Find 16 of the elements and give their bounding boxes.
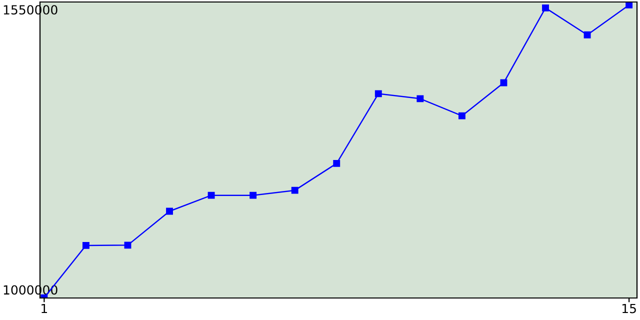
- point: [500, 79, 508, 86]
- point: [416, 95, 424, 102]
- x-tick-label: 1: [42, 304, 47, 314]
- point: [124, 242, 132, 249]
- point: [291, 186, 298, 194]
- point: [458, 112, 466, 120]
- point: [542, 4, 549, 12]
- point: [208, 192, 215, 199]
- point: [82, 242, 90, 249]
- point: [333, 160, 340, 167]
- x-tick-label: 15: [622, 304, 636, 314]
- point: [584, 31, 591, 38]
- point: [626, 2, 633, 8]
- point: [250, 192, 257, 199]
- point: [166, 208, 173, 215]
- point: [374, 90, 382, 98]
